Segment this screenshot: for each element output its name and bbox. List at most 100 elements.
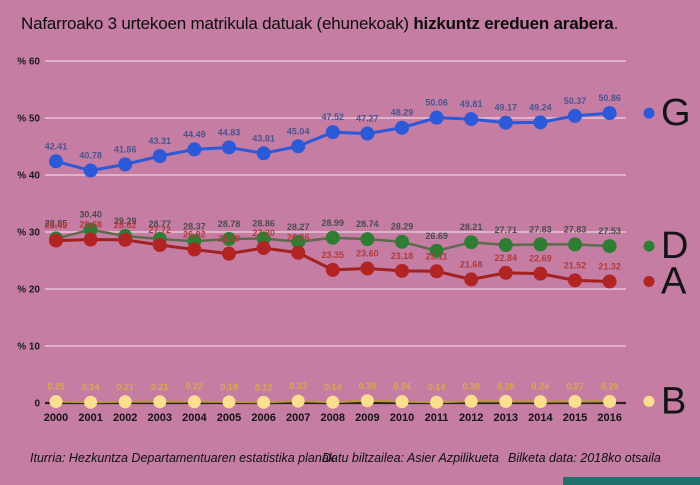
series-G-value-label: 45.04 bbox=[287, 126, 310, 136]
x-tick-label: 2005 bbox=[217, 412, 241, 424]
series-D-point bbox=[568, 237, 582, 252]
series-D-point bbox=[498, 238, 513, 253]
page-title: Nafarroako 3 urtekoen matrikula datuak (… bbox=[21, 14, 681, 34]
x-tick-label: 2001 bbox=[78, 412, 102, 424]
series-B-value-label: 0.14 bbox=[82, 382, 100, 392]
series-D-point bbox=[222, 231, 236, 246]
y-tick-label: % 60 bbox=[17, 57, 40, 68]
series-G-value-label: 47.27 bbox=[356, 114, 379, 124]
series-A-point bbox=[602, 274, 617, 289]
legend-dot-A bbox=[643, 275, 655, 287]
series-D-value-label: 27.53 bbox=[598, 226, 621, 236]
legend-dot-B bbox=[643, 395, 655, 407]
series-B-point bbox=[153, 395, 167, 409]
series-D-value-label: 26.69 bbox=[425, 231, 448, 241]
series-B-point bbox=[430, 395, 444, 409]
series-D-point bbox=[395, 234, 409, 249]
series-B-point bbox=[464, 394, 478, 408]
series-G-point bbox=[256, 146, 271, 161]
series-G-value-label: 49.24 bbox=[529, 102, 552, 112]
x-tick-label: 2003 bbox=[148, 412, 172, 424]
series-B-value-label: 0.39 bbox=[359, 381, 377, 391]
series-B-value-label: 0.12 bbox=[255, 382, 273, 392]
series-A-point bbox=[429, 264, 444, 279]
series-D-value-label: 28.78 bbox=[218, 219, 241, 229]
series-B-value-label: 0.30 bbox=[462, 381, 480, 391]
series-D-point bbox=[429, 243, 444, 258]
series-G-value-label: 48.29 bbox=[391, 108, 414, 118]
series-G-point bbox=[118, 157, 133, 172]
series-D-value-label: 28.27 bbox=[287, 222, 310, 232]
series-D-value-label: 30.40 bbox=[79, 210, 102, 220]
series-A-value-label: 27.20 bbox=[252, 228, 275, 238]
series-G-point bbox=[152, 149, 167, 164]
series-A-value-label: 22.84 bbox=[495, 253, 518, 263]
series-G-value-label: 49.81 bbox=[460, 99, 483, 109]
series-B-point bbox=[499, 394, 513, 408]
series-A-value-label: 21.52 bbox=[564, 260, 587, 270]
series-G-value-label: 41.86 bbox=[114, 144, 137, 154]
series-B-value-label: 0.21 bbox=[116, 382, 134, 392]
series-G-point bbox=[49, 154, 63, 169]
series-A-point bbox=[256, 240, 271, 255]
series-A-point bbox=[498, 265, 513, 280]
series-A-value-label: 23.18 bbox=[391, 251, 414, 261]
series-B-value-label: 0.25 bbox=[47, 382, 65, 392]
series-A-value-label: 21.68 bbox=[460, 259, 483, 269]
y-tick-label: % 50 bbox=[17, 114, 40, 125]
series-B-point bbox=[49, 395, 63, 409]
series-G-value-label: 50.06 bbox=[425, 98, 448, 108]
title-bold: hizkuntz ereduen arabera bbox=[413, 14, 614, 33]
bottom-right-accent-bar bbox=[563, 477, 700, 485]
series-A-point bbox=[325, 262, 340, 277]
series-G-point bbox=[291, 139, 306, 154]
x-tick-label: 2012 bbox=[459, 412, 483, 424]
legend-label-B: B bbox=[661, 380, 686, 422]
series-A-value-label: 26.20 bbox=[218, 234, 241, 244]
series-B-point bbox=[222, 395, 236, 409]
series-A-point bbox=[83, 232, 98, 247]
x-tick-label: 2009 bbox=[355, 412, 379, 424]
series-A-value-label: 21.32 bbox=[598, 261, 621, 271]
x-tick-label: 2011 bbox=[425, 412, 449, 424]
series-D-value-label: 28.21 bbox=[460, 222, 483, 232]
series-B-point bbox=[326, 395, 340, 409]
series-D-point bbox=[464, 235, 479, 250]
series-D-value-label: 27.71 bbox=[495, 225, 518, 235]
series-A-point bbox=[118, 232, 133, 247]
series-D-value-label: 28.99 bbox=[322, 218, 345, 228]
series-D-point bbox=[83, 222, 98, 237]
series-B-value-label: 0.24 bbox=[393, 382, 411, 392]
series-G-value-label: 49.17 bbox=[495, 103, 518, 113]
y-tick-label: % 10 bbox=[17, 342, 40, 353]
series-B-point bbox=[187, 395, 201, 409]
series-A-point bbox=[533, 266, 548, 281]
series-B-point bbox=[533, 395, 547, 409]
x-tick-label: 2000 bbox=[44, 412, 68, 424]
series-A-value-label: 27.72 bbox=[149, 225, 172, 235]
series-D-point bbox=[291, 234, 306, 249]
series-G-value-label: 40.78 bbox=[79, 151, 102, 161]
series-D-value-label: 28.37 bbox=[183, 221, 206, 231]
series-D-point bbox=[325, 230, 340, 245]
series-G-point bbox=[498, 115, 513, 130]
chart-svg: % 60 % 50 % 40 % 30 % 20 % 10 0 2000 2001 2002 200… bbox=[17, 57, 690, 425]
series-G-point bbox=[464, 112, 479, 127]
series-G-value-label: 47.52 bbox=[322, 112, 345, 122]
series-A-value-label: 28.62 bbox=[114, 220, 137, 230]
series-G-value-label: 50.37 bbox=[564, 96, 587, 106]
title-normal: Nafarroako 3 urtekoen matrikula datuak (… bbox=[21, 14, 414, 33]
series-D-value-label: 27.83 bbox=[529, 224, 552, 234]
series-B-value-label: 0.14 bbox=[324, 382, 342, 392]
series-A-value-label: 23.60 bbox=[356, 248, 379, 258]
legend-label-D: D bbox=[661, 225, 688, 267]
series-A-point bbox=[222, 246, 236, 261]
series-A-value-label: 28.68 bbox=[79, 220, 102, 230]
series-A-value-label: 28.49 bbox=[45, 221, 68, 231]
series-A-point bbox=[187, 242, 202, 257]
legend-label-A: A bbox=[661, 260, 687, 302]
y-tick-label: % 40 bbox=[17, 171, 40, 182]
series-B-point bbox=[395, 395, 409, 409]
series-A-value-label: 23.11 bbox=[426, 251, 448, 261]
series-A-point bbox=[360, 261, 375, 276]
